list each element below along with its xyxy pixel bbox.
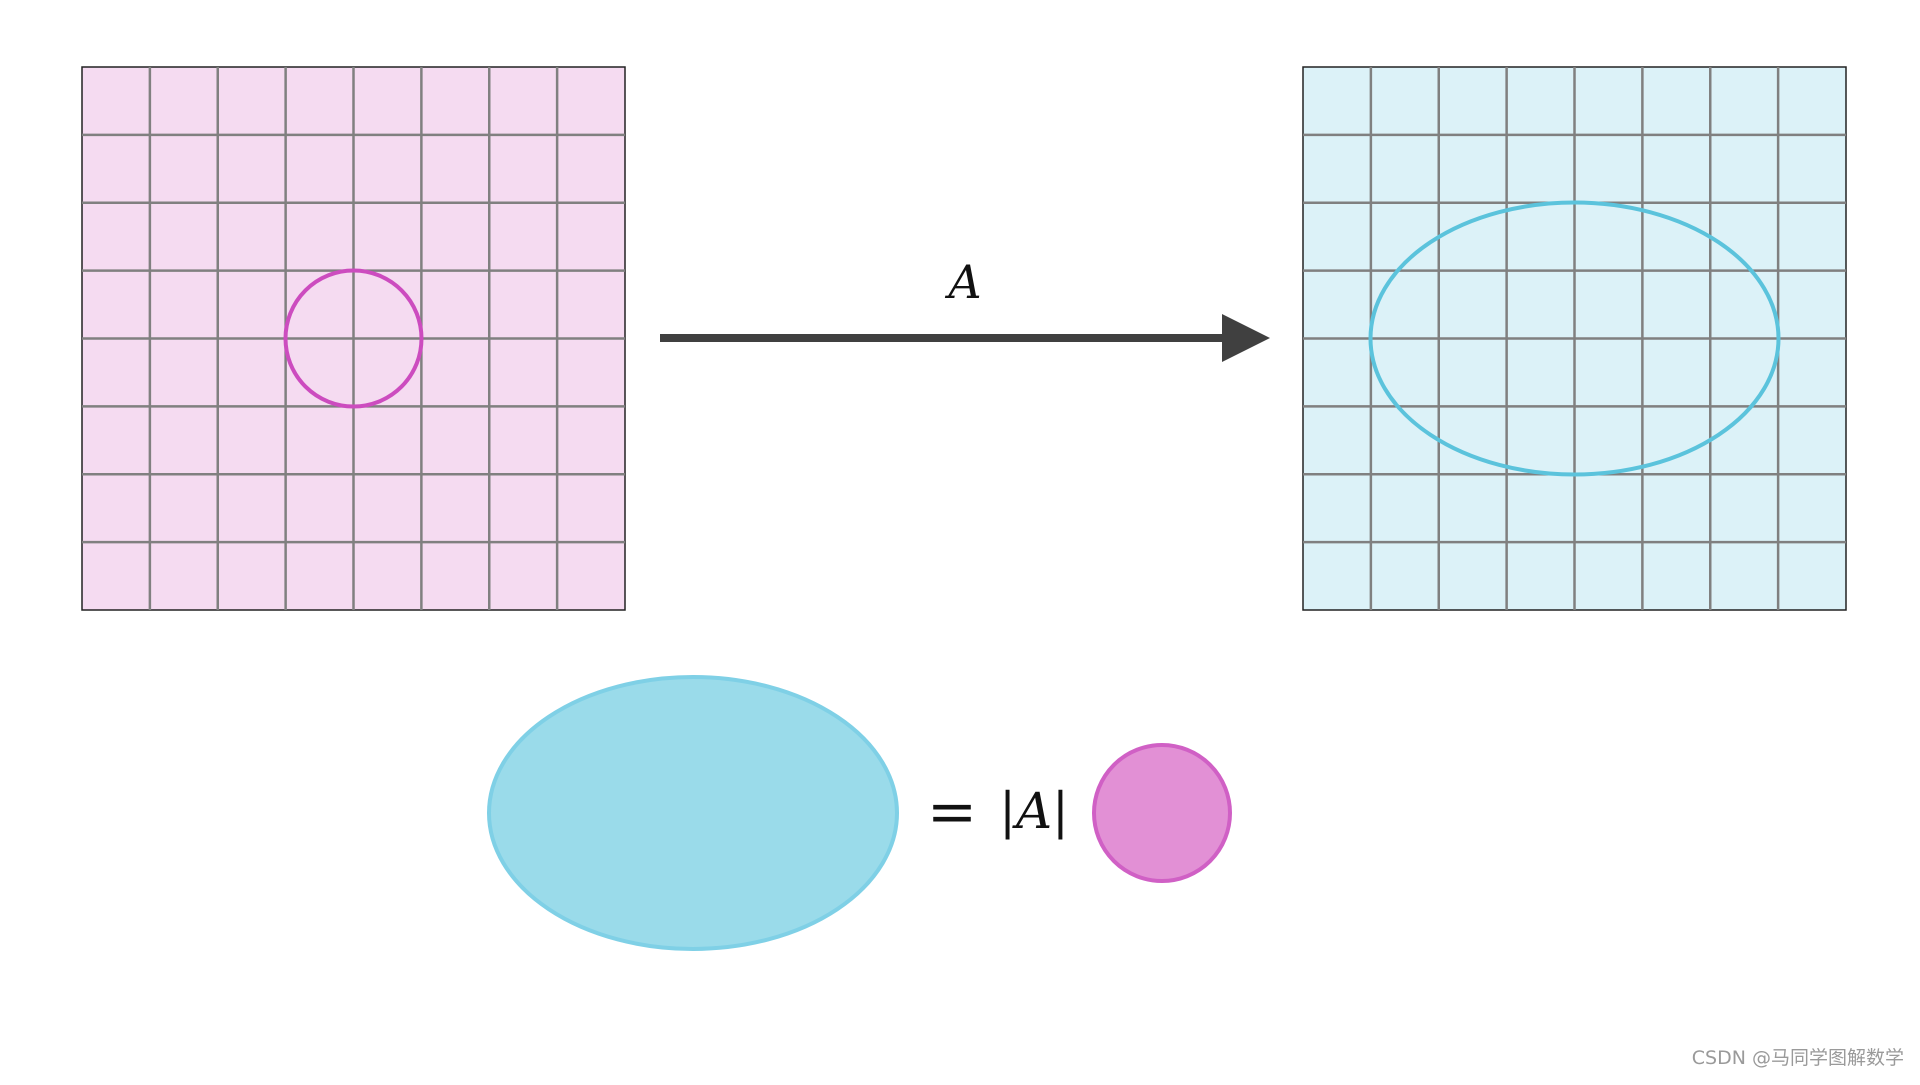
circle-area-shape (1092, 743, 1232, 883)
original-space-panel (81, 66, 626, 611)
ellipse-area-shape (487, 675, 899, 951)
transformation-label: A (944, 255, 981, 309)
area-equation: = |A| (487, 675, 1232, 951)
transformed-ellipse (1368, 200, 1781, 477)
watermark: CSDN @马同学图解数学 (1691, 1047, 1904, 1069)
arrow-head (1222, 314, 1270, 362)
transformation-arrow: A (660, 255, 1270, 362)
equals-sign: = (927, 777, 977, 847)
transformed-space-panel (1302, 66, 1847, 611)
determinant-label: |A| (999, 782, 1069, 840)
unit-circle (283, 268, 424, 409)
